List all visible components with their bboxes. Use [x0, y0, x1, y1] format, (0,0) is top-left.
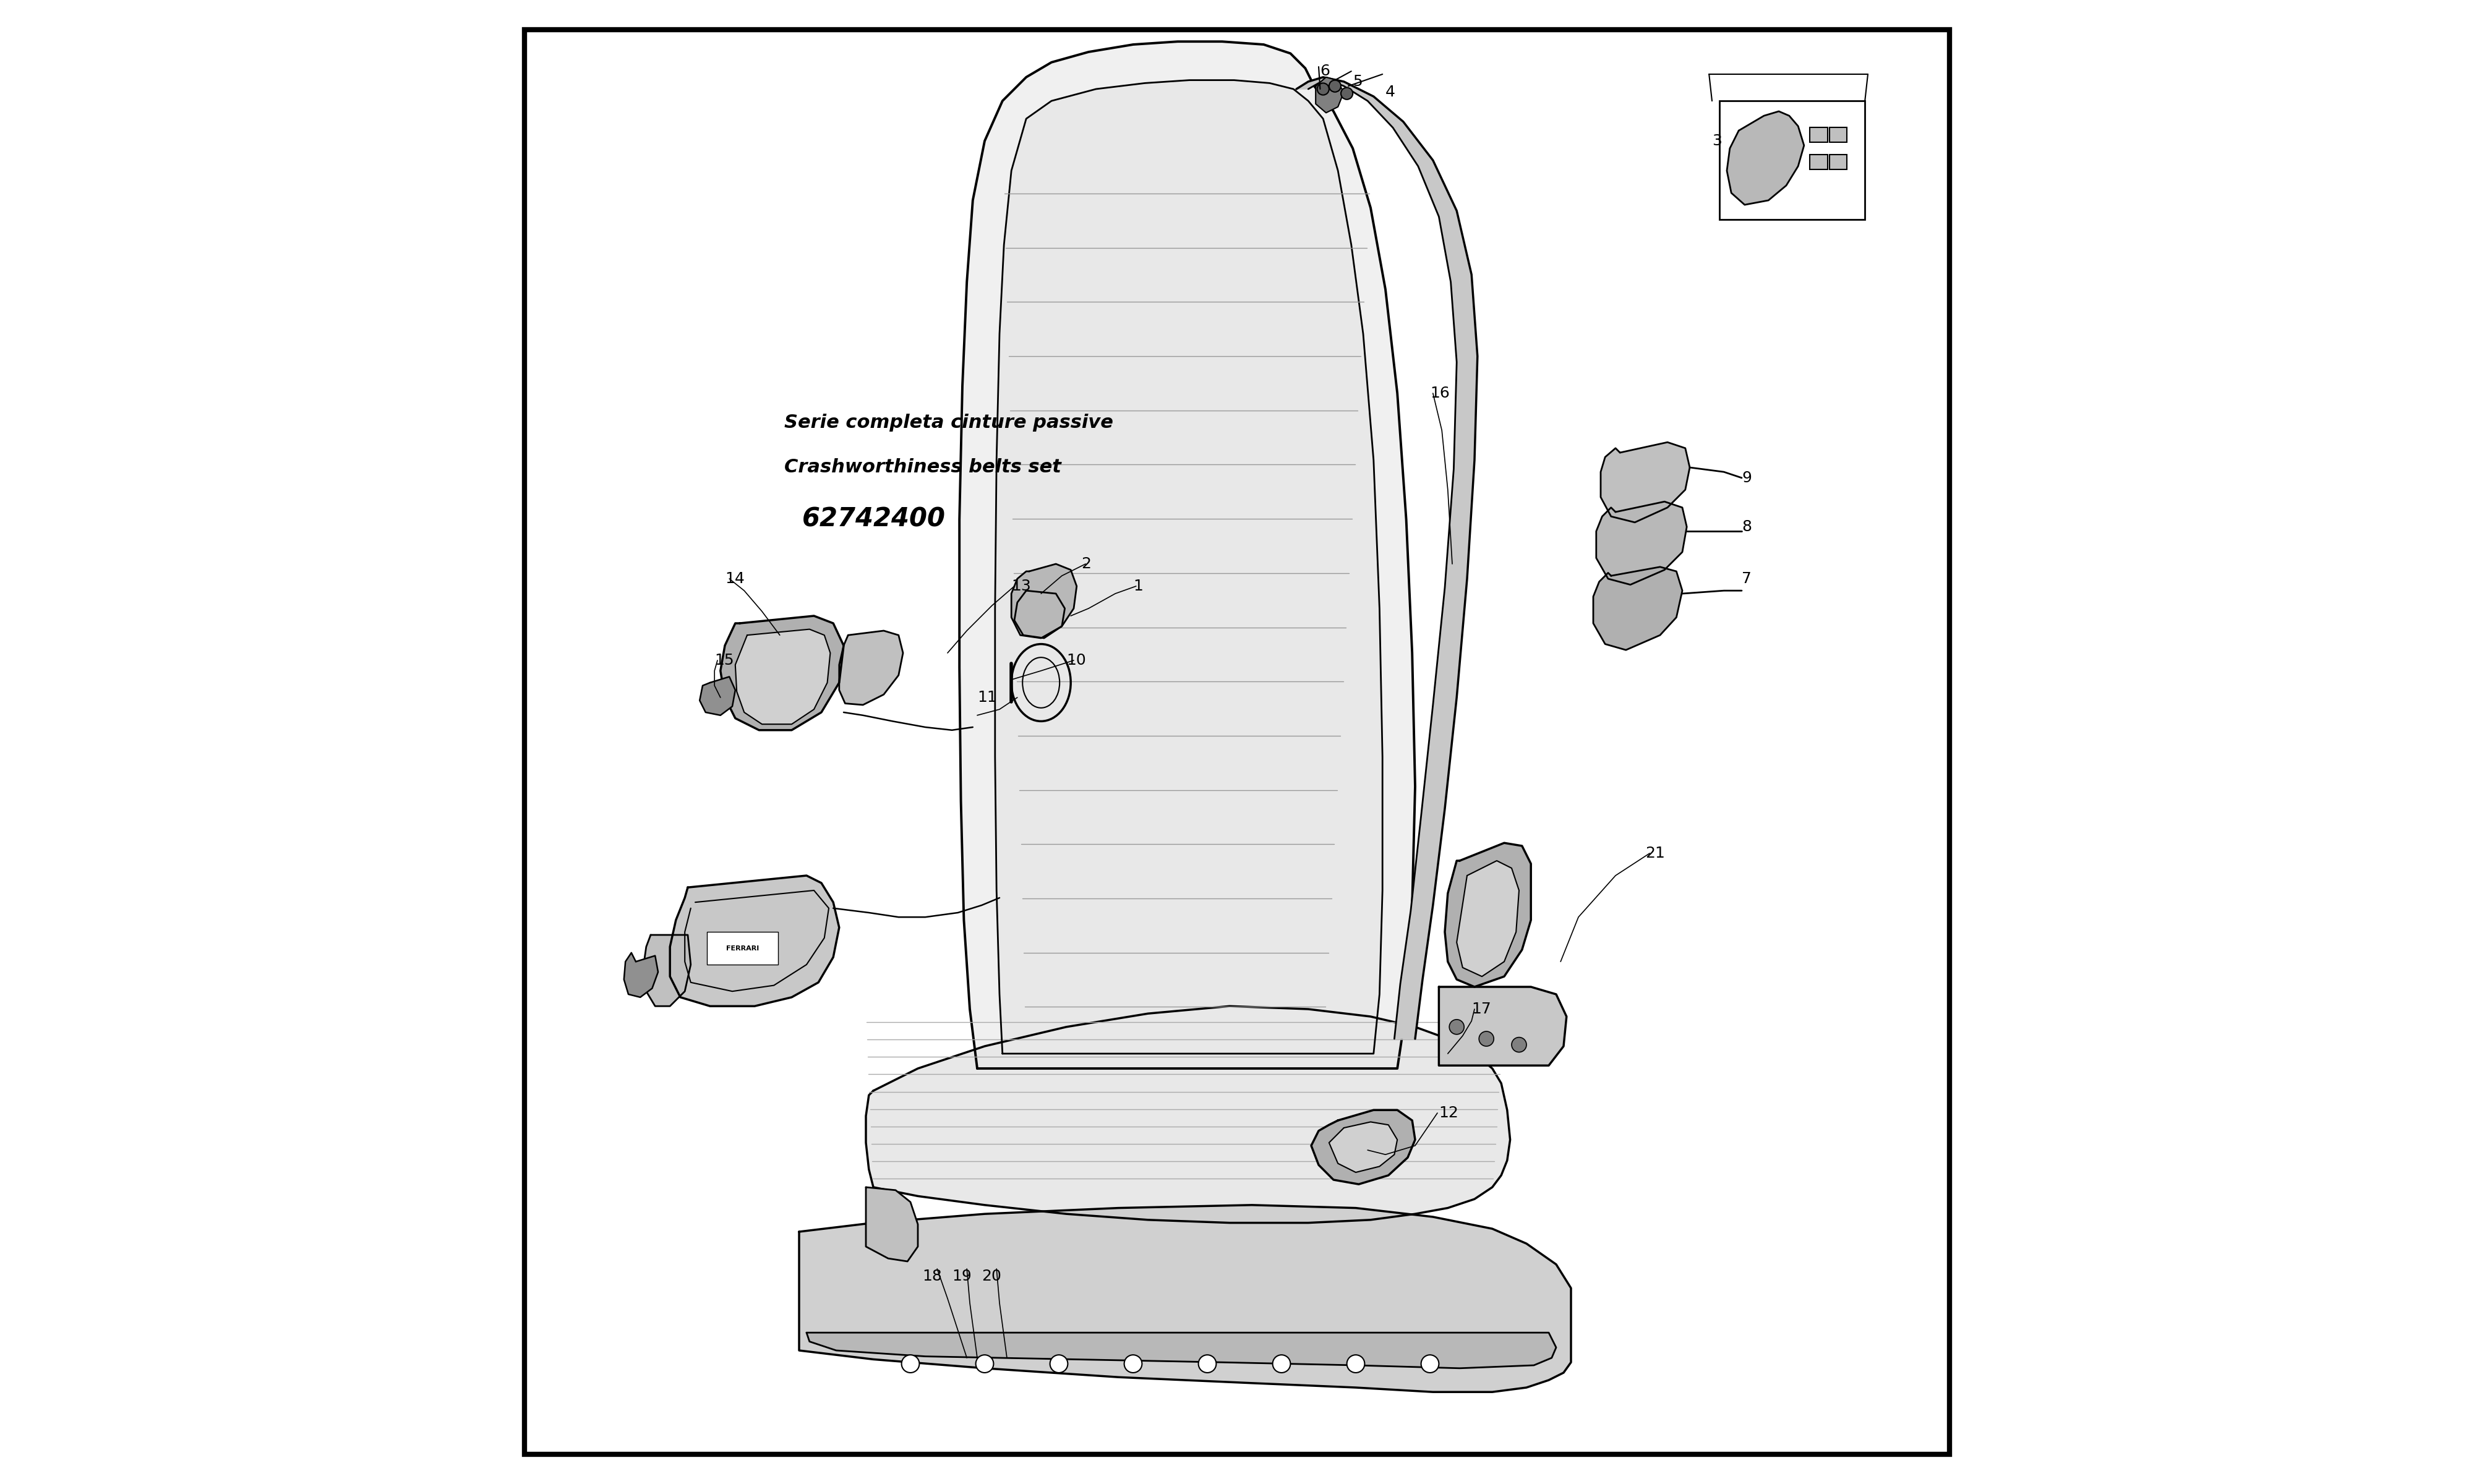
Polygon shape — [1596, 502, 1687, 585]
Polygon shape — [1601, 442, 1690, 522]
Circle shape — [1512, 1037, 1526, 1052]
Bar — [1811, 154, 1828, 169]
Text: 10: 10 — [1066, 653, 1086, 668]
Circle shape — [1272, 1355, 1291, 1373]
Circle shape — [975, 1355, 995, 1373]
Circle shape — [1420, 1355, 1440, 1373]
Text: 3: 3 — [1712, 134, 1722, 148]
Polygon shape — [1012, 564, 1076, 638]
Polygon shape — [1316, 77, 1343, 113]
Text: 16: 16 — [1430, 386, 1450, 401]
Text: 11: 11 — [977, 690, 997, 705]
Circle shape — [1450, 1020, 1465, 1034]
Polygon shape — [1440, 987, 1566, 1066]
Bar — [1811, 128, 1828, 142]
Text: 15: 15 — [715, 653, 735, 668]
Text: 17: 17 — [1472, 1002, 1492, 1017]
Polygon shape — [995, 80, 1383, 1054]
Bar — [1828, 154, 1848, 169]
Circle shape — [1197, 1355, 1217, 1373]
Polygon shape — [839, 631, 903, 705]
Circle shape — [1329, 80, 1341, 92]
Polygon shape — [1014, 591, 1064, 638]
Circle shape — [1479, 1031, 1494, 1046]
Polygon shape — [1445, 843, 1531, 987]
Polygon shape — [807, 1333, 1556, 1368]
Text: Crashworthiness belts set: Crashworthiness belts set — [784, 459, 1061, 476]
Text: 14: 14 — [725, 571, 745, 586]
Circle shape — [901, 1355, 920, 1373]
Text: 5: 5 — [1353, 74, 1363, 89]
Circle shape — [1346, 1355, 1366, 1373]
Text: 9: 9 — [1742, 470, 1752, 485]
Polygon shape — [866, 1006, 1509, 1223]
Text: FERRARI: FERRARI — [727, 945, 760, 951]
Text: 6: 6 — [1321, 64, 1331, 79]
Text: 21: 21 — [1645, 846, 1665, 861]
Polygon shape — [720, 616, 844, 730]
Polygon shape — [623, 953, 658, 997]
Polygon shape — [670, 876, 839, 1006]
Polygon shape — [799, 1205, 1571, 1392]
Text: Serie completa cinture passive: Serie completa cinture passive — [784, 414, 1113, 432]
Text: 2: 2 — [1081, 556, 1091, 571]
Text: 18: 18 — [923, 1269, 943, 1284]
Circle shape — [1123, 1355, 1143, 1373]
Polygon shape — [1311, 1110, 1415, 1184]
Polygon shape — [1296, 77, 1477, 1039]
Text: 8: 8 — [1742, 519, 1752, 534]
Circle shape — [1049, 1355, 1069, 1373]
Text: 20: 20 — [982, 1269, 1002, 1284]
Bar — [1828, 128, 1848, 142]
Text: 4: 4 — [1385, 85, 1395, 99]
Text: 7: 7 — [1742, 571, 1752, 586]
Polygon shape — [1457, 861, 1519, 976]
Text: 19: 19 — [952, 1269, 972, 1284]
Polygon shape — [1593, 567, 1682, 650]
Text: 1: 1 — [1133, 579, 1143, 594]
Polygon shape — [1329, 1122, 1398, 1172]
Polygon shape — [960, 42, 1415, 1068]
Polygon shape — [643, 935, 690, 1006]
Text: 13: 13 — [1012, 579, 1032, 594]
Polygon shape — [735, 629, 831, 724]
Polygon shape — [700, 677, 735, 715]
Polygon shape — [866, 1187, 918, 1261]
Text: 12: 12 — [1440, 1106, 1460, 1120]
Circle shape — [1341, 88, 1353, 99]
Polygon shape — [1727, 111, 1804, 205]
Circle shape — [1316, 83, 1329, 95]
Text: 62742400: 62742400 — [802, 506, 945, 533]
Bar — [708, 932, 779, 965]
